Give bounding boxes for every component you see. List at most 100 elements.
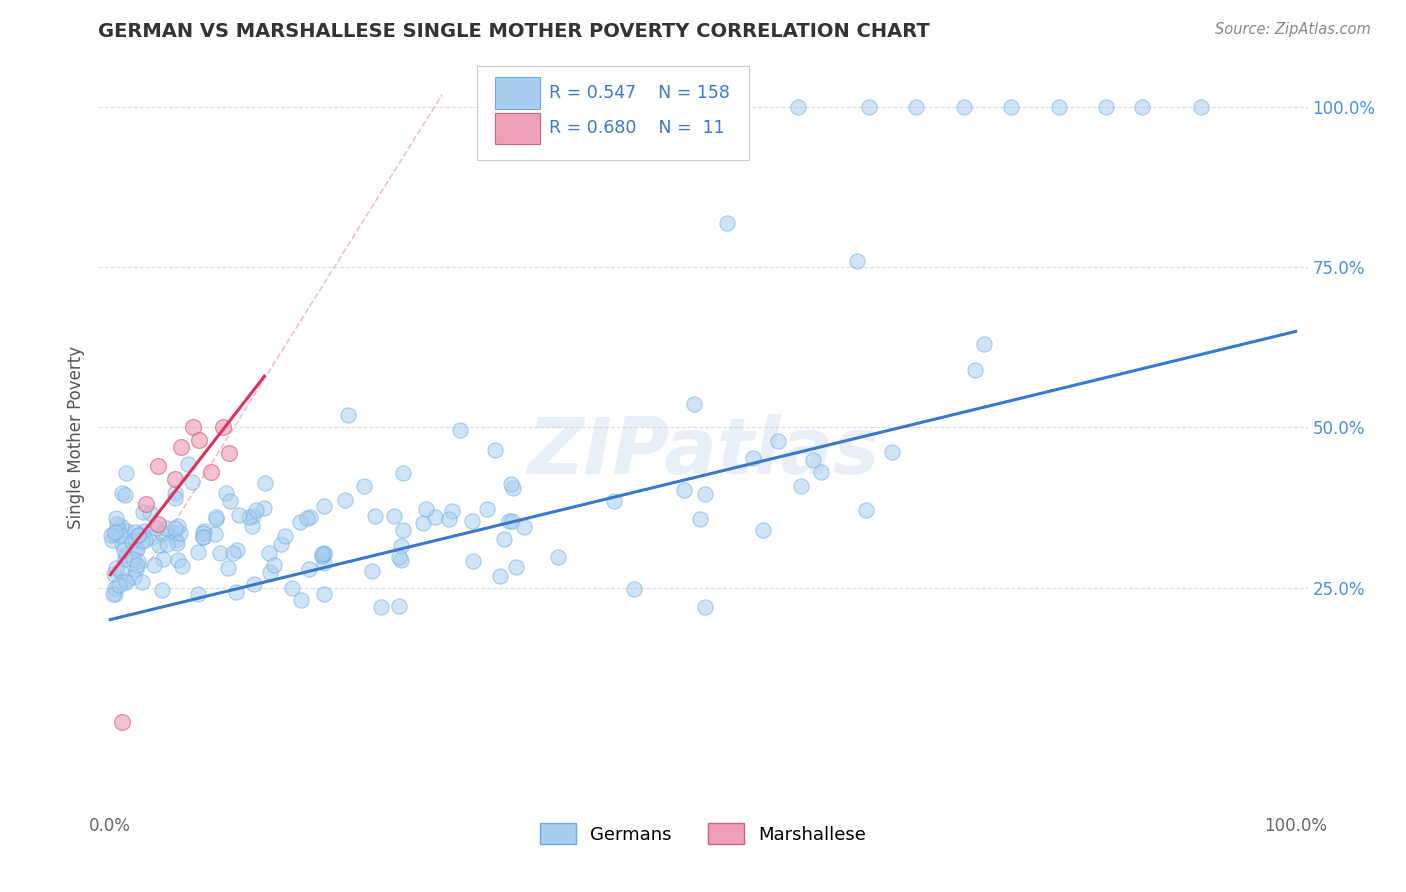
Point [205,511,228,525]
Point [245,503,267,517]
Point [166,535,188,549]
Point [603,493,626,508]
Point [449,423,471,437]
Point [105,516,128,531]
Point [104,581,127,595]
Point [117,524,139,539]
Text: Source: ZipAtlas.com: Source: ZipAtlas.com [1215,22,1371,37]
Y-axis label: Single Mother Poverty: Single Mother Poverty [66,345,84,529]
Point [786,100,808,114]
Point [461,554,484,568]
Point [801,452,824,467]
Point [693,599,716,614]
Point [501,514,523,528]
Point [253,501,276,516]
Point [488,568,510,582]
Point [364,508,387,523]
Point [125,561,148,575]
Point [441,504,464,518]
Point [1000,100,1022,114]
Point [475,501,498,516]
Point [152,551,174,566]
Point [166,552,188,566]
Point [100,533,122,547]
FancyBboxPatch shape [477,66,749,160]
Point [382,509,405,524]
Point [181,420,204,434]
Point [337,408,360,422]
Point [238,509,260,524]
Point [499,476,522,491]
Point [846,254,869,268]
Point [973,336,995,351]
Point [858,100,880,114]
Point [111,485,134,500]
Point [502,481,524,495]
Point [167,518,190,533]
Point [131,533,153,548]
Point [114,552,136,566]
Point [333,493,356,508]
Point [104,510,127,524]
Point [146,458,169,473]
Point [131,575,153,590]
Point [114,488,136,502]
Point [165,472,187,486]
Point [124,525,146,540]
Point [219,494,242,508]
Point [228,508,250,522]
Point [766,434,789,448]
Point [353,478,375,492]
Point [312,499,335,513]
Point [110,519,132,533]
Text: R = 0.547    N = 158: R = 0.547 N = 158 [550,84,730,103]
Point [312,546,335,560]
Point [127,554,149,568]
Point [124,533,146,547]
Legend: Germans, Marshallese: Germans, Marshallese [533,816,873,851]
Point [191,530,214,544]
FancyBboxPatch shape [495,78,540,109]
Point [439,512,461,526]
Point [1047,100,1070,114]
Point [242,509,264,524]
Point [682,397,704,411]
Point [165,491,187,505]
Point [103,527,125,541]
Point [170,440,193,454]
Point [412,516,434,531]
Point [110,565,132,579]
Point [163,526,186,541]
Point [389,539,412,553]
Point [100,528,122,542]
Point [188,434,211,448]
Point [790,479,813,493]
Point [423,509,446,524]
Point [107,523,129,537]
Point [312,587,335,601]
Point [415,502,437,516]
Point [290,515,312,529]
Point [259,565,281,579]
FancyBboxPatch shape [495,112,540,145]
Point [1130,100,1153,114]
Point [187,545,209,559]
Point [146,516,169,531]
Point [263,558,285,573]
Point [298,510,321,524]
Point [360,564,382,578]
Point [1095,100,1118,114]
Point [193,524,215,538]
Point [204,509,226,524]
Point [672,483,695,497]
Point [742,450,765,465]
Point [155,537,177,551]
Point [169,526,191,541]
Point [172,558,194,573]
Point [152,526,174,541]
Point [212,420,235,434]
Point [108,527,131,541]
Point [204,527,226,541]
Point [145,520,167,534]
Point [187,587,209,601]
